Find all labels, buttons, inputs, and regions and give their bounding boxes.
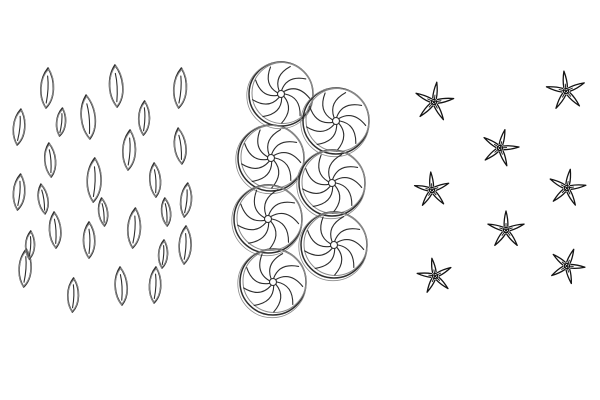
leaf-icon xyxy=(173,127,187,165)
star-flower-icon xyxy=(413,171,450,206)
leaf-icon xyxy=(148,162,162,198)
leaf-icon xyxy=(24,230,36,260)
leaf-icon xyxy=(80,94,97,140)
star-flower-icon xyxy=(549,168,587,206)
leaf-icon xyxy=(178,225,192,265)
leaf-icon xyxy=(108,64,124,108)
star-flower-pattern-panel xyxy=(413,70,587,293)
leaf-icon xyxy=(18,248,32,288)
leaf-icon xyxy=(37,183,49,215)
swirl-circle-icon xyxy=(237,248,307,319)
swirl-circle-pattern-panel xyxy=(231,61,370,319)
leaf-icon xyxy=(173,67,188,109)
star-flower-icon xyxy=(416,257,452,293)
leaf-pattern-panel xyxy=(12,64,193,313)
swirl-circle-icon xyxy=(300,87,370,158)
leaf-icon xyxy=(66,277,80,313)
star-flower-icon xyxy=(487,210,525,247)
leaf-icon xyxy=(114,266,128,306)
leaf-icon xyxy=(86,157,102,203)
swirl-circle-icon xyxy=(231,184,303,257)
leaf-icon xyxy=(157,239,169,269)
leaf-icon xyxy=(43,142,57,178)
leaf-icon xyxy=(97,197,109,227)
leaf-icon xyxy=(122,129,137,171)
star-flower-icon xyxy=(415,81,455,121)
leaf-icon xyxy=(12,108,26,146)
leaf-icon xyxy=(137,100,151,136)
swirl-circle-icon xyxy=(235,124,305,195)
leaf-icon xyxy=(179,182,193,218)
swirl-circle-icon xyxy=(298,211,368,282)
leaf-icon xyxy=(55,107,67,137)
leaf-icon xyxy=(127,207,142,249)
leaf-icon xyxy=(160,197,172,227)
leaf-icon xyxy=(48,211,62,249)
leaf-icon xyxy=(82,221,96,259)
leaf-icon xyxy=(40,67,55,109)
star-flower-icon xyxy=(483,128,520,167)
star-flower-icon xyxy=(545,70,585,109)
swirl-circle-icon xyxy=(296,149,366,220)
leaf-icon xyxy=(148,266,162,304)
swirl-circle-icon xyxy=(246,61,314,130)
star-flower-icon xyxy=(551,248,586,285)
leaf-icon xyxy=(12,173,26,211)
